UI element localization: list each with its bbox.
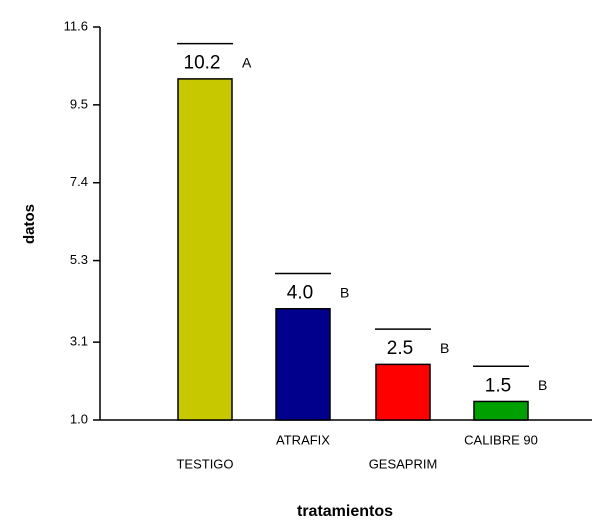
x-tick-label: TESTIGO — [176, 456, 233, 471]
y-tick-label: 5.3 — [70, 252, 88, 267]
group-letter: A — [242, 54, 252, 70]
bar — [375, 363, 431, 421]
y-tick-label: 7.4 — [70, 174, 88, 189]
value-label: 4.0 — [287, 283, 313, 304]
x-tick-label: CALIBRE 90 — [464, 432, 538, 447]
group-letter: B — [440, 340, 449, 356]
x-tick-label: GESAPRIM — [369, 456, 438, 471]
value-label: 2.5 — [387, 338, 413, 359]
x-axis-label: tratamientos — [297, 503, 393, 520]
value-label: 10.2 — [184, 53, 221, 74]
group-letter: B — [340, 284, 349, 300]
y-tick-label: 9.5 — [70, 96, 88, 111]
value-label: 1.5 — [485, 375, 511, 396]
y-axis-label: datos — [21, 204, 38, 244]
bar — [275, 308, 331, 421]
group-letter: B — [538, 377, 547, 393]
y-tick-label: 1.0 — [70, 411, 88, 426]
y-tick-label: 3.1 — [70, 334, 88, 349]
bar — [473, 400, 529, 421]
bar — [177, 78, 233, 421]
x-tick-label: ATRAFIX — [276, 432, 330, 447]
y-tick-label: 11.6 — [64, 18, 88, 33]
